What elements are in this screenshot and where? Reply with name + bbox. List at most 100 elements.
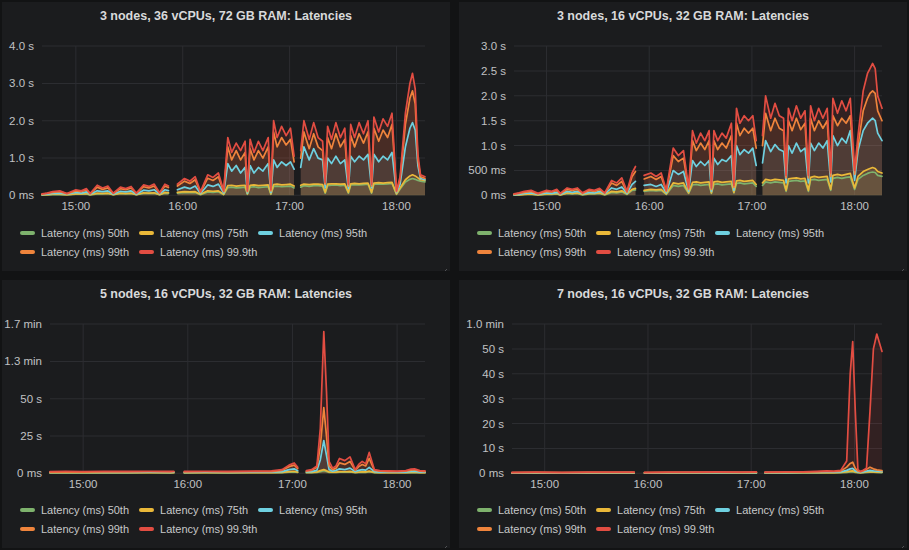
legend-series-label: Latency (ms) 50th — [41, 227, 129, 239]
legend-series-swatch-icon — [139, 231, 154, 235]
legend-item[interactable]: Latency (ms) 99.9th — [596, 242, 714, 261]
legend-item[interactable]: Latency (ms) 99.9th — [139, 242, 257, 261]
x-axis-label: 16:00 — [634, 478, 663, 490]
y-axis-label: 0 ms — [479, 467, 504, 479]
y-axis-label: 1.3 min — [4, 355, 42, 367]
y-axis-label: 50 s — [482, 342, 504, 354]
legend-series-label: Latency (ms) 75th — [160, 504, 248, 516]
legend-series-label: Latency (ms) 99th — [41, 246, 129, 258]
x-axis-label: 15:00 — [532, 200, 561, 212]
y-axis-label: 40 s — [482, 367, 504, 379]
legend-item[interactable]: Latency (ms) 50th — [20, 223, 129, 242]
y-axis-label: 0 ms — [481, 189, 506, 201]
legend-item[interactable]: Latency (ms) 75th — [139, 501, 248, 520]
legend-item[interactable]: Latency (ms) 95th — [715, 501, 824, 520]
y-axis-label: 2.0 s — [481, 90, 506, 102]
panel-resize-handle-icon[interactable] — [897, 261, 905, 269]
legend-item[interactable]: Latency (ms) 95th — [715, 223, 824, 242]
x-axis-label: 16:00 — [635, 200, 664, 212]
grid-lines — [50, 324, 425, 473]
x-axis-label: 16:00 — [173, 478, 202, 490]
y-axis-label: 30 s — [482, 392, 504, 404]
legend-item[interactable]: Latency (ms) 75th — [139, 223, 248, 242]
panel: 3 nodes, 36 vCPUs, 72 GB RAM: Latencies4… — [2, 2, 450, 271]
legend: Latency (ms) 50th Latency (ms) 75th Latenc… — [477, 223, 901, 261]
legend-item[interactable]: Latency (ms) 99th — [20, 520, 129, 539]
legend-item[interactable]: Latency (ms) 99.9th — [139, 520, 257, 539]
panel-resize-handle-icon[interactable] — [897, 538, 905, 546]
legend-item[interactable]: Latency (ms) 99th — [20, 242, 129, 261]
y-axis-label: 2.5 s — [481, 65, 506, 77]
legend-series-label: Latency (ms) 99.9th — [617, 246, 714, 258]
legend-series-label: Latency (ms) 99th — [498, 523, 586, 535]
legend-item[interactable]: Latency (ms) 99.9th — [596, 520, 714, 539]
x-axis-label: 17:00 — [738, 200, 767, 212]
legend: Latency (ms) 50th Latency (ms) 75th Latenc… — [20, 501, 444, 539]
legend-series-label: Latency (ms) 75th — [160, 227, 248, 239]
x-axis-label: 16:00 — [168, 200, 197, 212]
x-axis-label: 18:00 — [382, 200, 411, 212]
legend-item[interactable]: Latency (ms) 99th — [477, 520, 586, 539]
y-axis-label: 1.0 s — [9, 152, 34, 164]
legend-series-label: Latency (ms) 99th — [41, 523, 129, 535]
y-axis-label: 10 s — [482, 442, 504, 454]
legend-item[interactable]: Latency (ms) 75th — [596, 501, 705, 520]
x-axis-label: 15:00 — [530, 478, 559, 490]
legend-item[interactable]: Latency (ms) 75th — [596, 223, 705, 242]
legend-series-swatch-icon — [477, 508, 492, 512]
y-axis-label: 0 ms — [9, 189, 34, 201]
panel-resize-handle-icon[interactable] — [440, 261, 448, 269]
y-axis-label: 1.0 s — [481, 140, 506, 152]
legend-item[interactable]: Latency (ms) 99th — [477, 242, 586, 261]
legend-series-swatch-icon — [20, 508, 35, 512]
legend-series-swatch-icon — [139, 527, 154, 531]
legend-series-swatch-icon — [596, 508, 611, 512]
y-axis-label: 20 s — [482, 417, 504, 429]
legend-series-label: Latency (ms) 99.9th — [617, 523, 714, 535]
legend-series-swatch-icon — [258, 231, 273, 235]
legend-series-label: Latency (ms) 50th — [498, 227, 586, 239]
y-axis-label: 50 s — [20, 392, 42, 404]
legend-series-swatch-icon — [596, 250, 611, 254]
x-axis-label: 18:00 — [383, 478, 412, 490]
x-axis-label: 17:00 — [737, 478, 766, 490]
dashboard-grid: 3 nodes, 36 vCPUs, 72 GB RAM: Latencies4… — [0, 0, 909, 550]
x-axis-label: 17:00 — [278, 478, 307, 490]
legend-series-swatch-icon — [715, 231, 730, 235]
y-axis-label: 25 s — [20, 430, 42, 442]
series-lines — [50, 331, 425, 472]
series-areas — [512, 334, 882, 473]
legend-item[interactable]: Latency (ms) 50th — [20, 501, 129, 520]
legend-series-label: Latency (ms) 99.9th — [160, 246, 257, 258]
legend-series-swatch-icon — [20, 231, 35, 235]
legend-series-label: Latency (ms) 50th — [41, 504, 129, 516]
y-axis-label: 500 ms — [468, 164, 506, 176]
x-axis-label: 18:00 — [840, 478, 869, 490]
y-axis-label: 1.7 min — [4, 318, 42, 330]
grid-lines — [512, 324, 882, 473]
legend-series-label: Latency (ms) 99.9th — [160, 523, 257, 535]
series-line-4 — [184, 462, 297, 471]
legend-series-swatch-icon — [20, 250, 35, 254]
panel: 7 nodes, 16 vCPUs, 32 GB RAM: Latencies1… — [459, 280, 907, 549]
legend-series-swatch-icon — [139, 250, 154, 254]
legend-item[interactable]: Latency (ms) 50th — [477, 501, 586, 520]
panel-resize-handle-icon[interactable] — [440, 538, 448, 546]
legend-series-label: Latency (ms) 95th — [279, 504, 367, 516]
legend-series-swatch-icon — [477, 231, 492, 235]
legend-series-label: Latency (ms) 95th — [279, 227, 367, 239]
x-axis-label: 15:00 — [69, 478, 98, 490]
legend-item[interactable]: Latency (ms) 95th — [258, 501, 367, 520]
legend-series-label: Latency (ms) 50th — [498, 504, 586, 516]
legend-item[interactable]: Latency (ms) 95th — [258, 223, 367, 242]
legend-item[interactable]: Latency (ms) 50th — [477, 223, 586, 242]
legend-series-swatch-icon — [715, 508, 730, 512]
legend-series-swatch-icon — [139, 508, 154, 512]
legend-series-label: Latency (ms) 95th — [736, 227, 824, 239]
legend-series-swatch-icon — [596, 231, 611, 235]
y-axis-label: 1.5 s — [481, 115, 506, 127]
legend-series-label: Latency (ms) 95th — [736, 504, 824, 516]
legend-series-swatch-icon — [596, 527, 611, 531]
legend-series-label: Latency (ms) 75th — [617, 504, 705, 516]
series-line-4 — [645, 471, 757, 472]
